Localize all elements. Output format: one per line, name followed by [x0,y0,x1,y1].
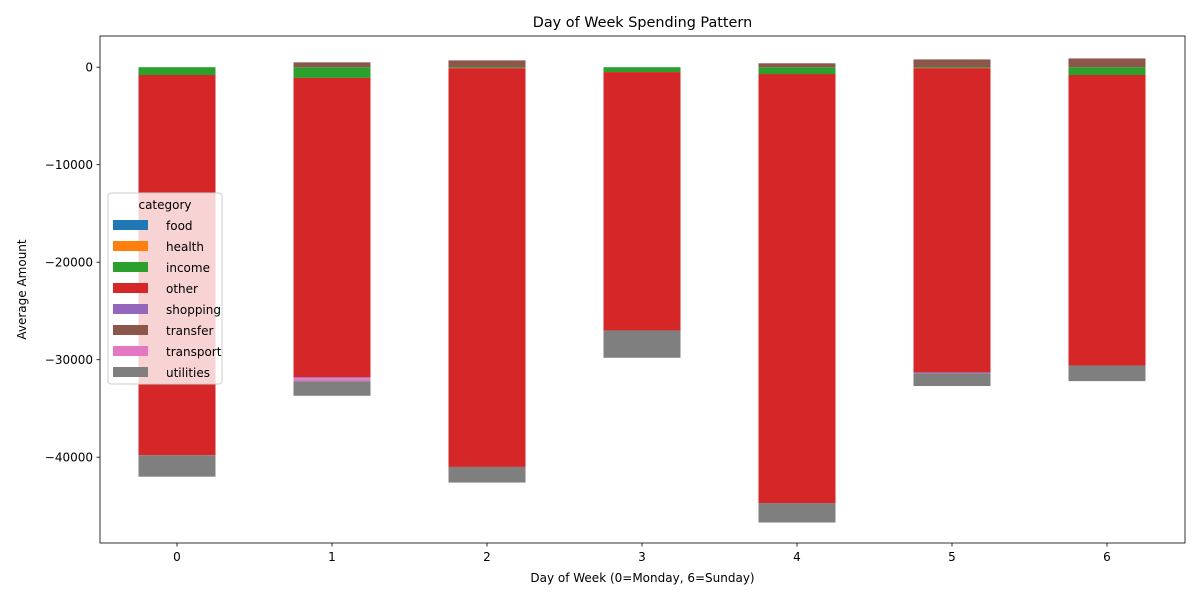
legend-swatch-transport [113,346,148,356]
y-tick-label: −40000 [45,450,93,464]
y-axis: 0 −10000 −20000 −30000 −40000 [45,60,100,464]
legend-label-other: other [166,282,198,296]
bar-other-day-1 [293,77,371,378]
legend-swatch-utilities [113,367,148,377]
legend-label-transport: transport [166,345,222,359]
bar-other-day-3 [603,72,681,331]
bar-other-day-4 [758,74,836,504]
legend-swatch-income [113,262,148,272]
y-tick-label: −10000 [45,158,93,172]
bar-transfer-day-4 [758,63,836,68]
legend-swatch-health [113,241,148,251]
x-tick-label: 5 [948,550,956,564]
bar-utilities-day-4 [758,503,836,523]
legend-entries: food health income other shopping transfer tra… [113,219,222,380]
x-tick-label: 1 [328,550,336,564]
legend-label-health: health [166,240,204,254]
y-axis-label: Average Amount [15,239,29,340]
bar-income-day-2 [448,67,526,69]
bar-income-day-4 [758,67,836,75]
bar-transfer-day-1 [293,62,371,68]
legend-box [107,192,223,385]
legend-swatch-other [113,283,148,293]
legend-label-income: income [166,261,210,275]
y-tick-label: 0 [85,60,93,74]
bar-income-day-5 [913,67,991,69]
legend-title: category [138,198,191,212]
bar-utilities-day-0 [138,455,216,477]
legend-label-shopping: shopping [166,303,221,317]
bar-income-day-3 [603,67,681,73]
legend-swatch-shopping [113,304,148,314]
bar-other-day-6 [1068,75,1146,366]
plot-frame [99,35,1186,544]
legend: category food health income other shopping tr… [107,192,223,385]
bar-transfer-day-2 [448,60,526,68]
bar-utilities-day-1 [293,381,371,396]
bar-income-day-6 [1068,67,1146,75]
bar-other-day-2 [448,68,526,467]
legend-swatch-food [113,220,148,230]
bar-utilities-day-5 [913,373,991,387]
legend-label-transfer: transfer [166,324,213,338]
x-tick-label: 4 [793,550,801,564]
bar-shopping-day-5 [913,372,991,374]
y-tick-label: −30000 [45,353,93,367]
bar-utilities-day-2 [448,466,526,483]
bar-utilities-day-3 [603,330,681,358]
x-tick-label: 6 [1103,550,1111,564]
bar-other-day-5 [913,68,991,373]
x-axis: 0 1 2 3 4 5 6 [173,543,1111,564]
bar-transfer-day-6 [1068,58,1146,68]
legend-label-utilities: utilities [166,366,210,380]
bar-shopping-day-1 [293,377,371,379]
y-tick-label: −20000 [45,255,93,269]
bar-income-day-1 [293,67,371,78]
x-tick-label: 0 [173,550,181,564]
x-tick-label: 2 [483,550,491,564]
legend-swatch-transfer [113,325,148,335]
bars-layer [138,58,1146,523]
bar-transfer-day-5 [913,59,991,68]
bar-transport-day-1 [293,378,371,382]
x-tick-label: 3 [638,550,646,564]
x-axis-label: Day of Week (0=Monday, 6=Sunday) [530,571,754,585]
chart-title: Day of Week Spending Pattern [533,15,752,31]
bar-income-day-0 [138,67,216,75]
bar-utilities-day-6 [1068,365,1146,382]
legend-label-food: food [166,219,193,233]
